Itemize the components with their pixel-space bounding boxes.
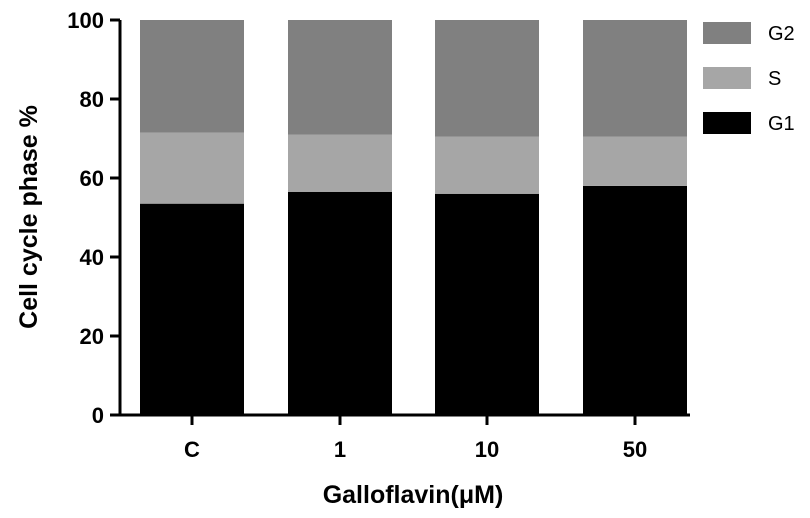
x-tick-label: 50 xyxy=(623,437,647,462)
y-tick-label: 40 xyxy=(80,245,104,270)
legend-label-g1: G1 xyxy=(768,113,795,135)
y-ticks-group: 0 20 40 60 80 100 xyxy=(67,8,120,428)
y-tick-label: 100 xyxy=(67,8,104,33)
legend-swatch-g2 xyxy=(703,22,751,44)
bar-s-50 xyxy=(583,136,687,186)
bars-group xyxy=(140,20,687,415)
bar-s-10 xyxy=(435,136,539,194)
bar-g2-50 xyxy=(583,20,687,137)
bar-g2-10 xyxy=(435,20,539,137)
bar-g1-50 xyxy=(583,185,687,415)
bar-g1-10 xyxy=(435,193,539,415)
x-axis-title: Galloflavin(μM) xyxy=(323,481,504,509)
y-tick-label: 0 xyxy=(92,403,104,428)
bar-g2-1 xyxy=(288,20,392,135)
y-tick-label: 80 xyxy=(80,87,104,112)
legend-label-g2: G2 xyxy=(768,23,795,45)
x-tick-label: 1 xyxy=(334,437,346,462)
legend-swatch-g1 xyxy=(703,112,751,134)
bar-g1-c xyxy=(140,203,244,415)
x-ticks-group: C 1 10 50 xyxy=(184,415,647,462)
legend: G2 S G1 xyxy=(703,22,795,135)
y-tick-label: 20 xyxy=(80,324,104,349)
legend-swatch-s xyxy=(703,67,751,89)
y-tick-label: 60 xyxy=(80,166,104,191)
bar-s-c xyxy=(140,132,244,204)
bar-g1-1 xyxy=(288,191,392,415)
y-axis-title: Cell cycle phase % xyxy=(15,105,43,329)
bar-s-1 xyxy=(288,134,392,192)
bar-g2-c xyxy=(140,20,244,133)
x-tick-label: C xyxy=(184,437,200,462)
axes-group xyxy=(118,20,690,417)
x-tick-label: 10 xyxy=(475,437,499,462)
legend-label-s: S xyxy=(768,68,781,90)
